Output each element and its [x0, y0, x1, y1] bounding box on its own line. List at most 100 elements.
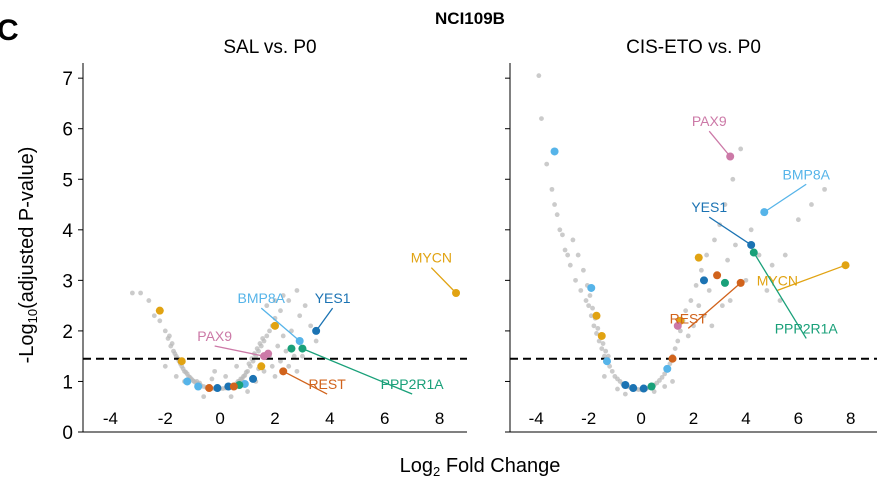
background-point	[575, 252, 581, 258]
highlight-point-blue	[213, 384, 222, 393]
y-tick-label: 6	[62, 120, 73, 141]
background-point	[688, 298, 694, 303]
background-point	[560, 232, 565, 238]
annotation-label: PPP2R1A	[775, 320, 839, 336]
background-point	[696, 303, 702, 309]
highlight-point-orange	[205, 384, 214, 393]
highlight-point-yellow	[694, 253, 703, 262]
background-point	[615, 386, 620, 392]
background-point	[685, 333, 691, 339]
background-point	[675, 338, 681, 344]
background-point	[698, 267, 704, 273]
background-point	[693, 283, 699, 288]
panel-cis-eto-vs-p0: CIS-ETO vs. P0 -4 -2 0 2 4 6 8 PAX9 BMP8A YES1 MYCN…	[505, 37, 877, 433]
background-point	[743, 277, 749, 283]
annotation-leader	[763, 183, 807, 213]
highlight-point-orange	[668, 354, 677, 363]
background-point	[272, 373, 278, 379]
background-point	[272, 298, 278, 303]
background-point	[683, 308, 689, 314]
background-point	[583, 298, 589, 303]
x-tick-label: 8	[846, 409, 855, 428]
background-point	[291, 353, 297, 359]
background-point	[286, 298, 292, 303]
background-point	[706, 288, 712, 293]
annotation-leader	[315, 307, 334, 332]
background-point	[138, 290, 144, 296]
y-tick-label: 7	[62, 69, 73, 90]
background-point	[260, 336, 266, 341]
panel-letter: C	[0, 14, 19, 47]
background-point	[651, 389, 657, 394]
x-axis-label: Log2 Fold Change	[400, 455, 561, 479]
background-point	[234, 363, 240, 369]
x-tick-label: 4	[325, 409, 334, 428]
background-point	[554, 212, 560, 218]
highlight-point-lightblue	[550, 147, 559, 156]
background-point	[565, 252, 571, 258]
background-point	[209, 376, 215, 382]
highlight-point-pink	[264, 349, 273, 358]
annotation-leader	[214, 345, 265, 357]
background-point	[599, 346, 605, 351]
y-tick-label: 3	[62, 271, 73, 292]
background-point	[228, 394, 234, 400]
annotation-label: YES1	[315, 290, 351, 306]
background-point	[588, 313, 594, 319]
background-point	[594, 331, 599, 336]
background-point	[704, 252, 710, 258]
annotation-leader	[430, 267, 457, 294]
background-point	[294, 368, 300, 374]
background-point	[677, 328, 683, 334]
background-point	[146, 298, 152, 303]
highlight-point-blue	[639, 384, 648, 393]
panel-sal-vs-p0: SAL vs. P0 0 1 2 3 4 5 6 7 -4 -2 0 2 4 6 8 MYCN BMP8A YES1…	[62, 37, 467, 444]
background-point	[756, 252, 762, 258]
highlight-point-lightblue	[587, 283, 596, 292]
background-point	[733, 242, 738, 248]
background-point	[169, 341, 175, 346]
highlight-point-blue	[629, 384, 638, 393]
background-point	[662, 384, 668, 389]
highlight-point-yellow	[271, 321, 279, 330]
background-point	[822, 186, 827, 192]
background-point	[180, 366, 186, 372]
background-point	[549, 186, 555, 192]
background-point	[578, 288, 584, 293]
background-point	[536, 73, 542, 79]
annotation-leader	[282, 370, 328, 395]
x-tick-label: 6	[380, 409, 389, 428]
background-point	[544, 161, 550, 167]
background-point	[670, 379, 675, 384]
y-tick-label: 5	[62, 170, 73, 191]
background-point	[567, 262, 573, 268]
background-point	[562, 247, 568, 253]
background-point	[701, 313, 707, 319]
highlight-point-lightblue	[663, 364, 672, 373]
x-tick-label: 0	[215, 409, 224, 428]
highlight-point-lightblue	[602, 357, 611, 366]
background-point	[777, 298, 783, 303]
background-point	[278, 308, 283, 314]
background-point	[539, 116, 544, 122]
background-point	[659, 375, 665, 380]
x-tick-label: -4	[529, 409, 544, 428]
background-point	[748, 227, 754, 233]
background-point	[769, 262, 775, 268]
annotation-leader	[777, 264, 846, 292]
background-point	[300, 353, 305, 359]
background-point	[212, 368, 218, 374]
background-point	[712, 237, 717, 243]
highlight-point-yellow	[257, 362, 266, 371]
background-point	[591, 323, 597, 329]
background-point	[167, 333, 172, 339]
highlight-point-blue	[224, 382, 233, 391]
y-axis-label: -Log10(adjusted P-value)	[16, 147, 40, 364]
background-point	[162, 328, 168, 334]
x-tick-label: -4	[103, 409, 118, 428]
x-tick-label: 0	[636, 409, 645, 428]
background-point	[595, 325, 601, 331]
background-point	[249, 356, 255, 362]
figure-title: NCI109B	[435, 9, 505, 28]
